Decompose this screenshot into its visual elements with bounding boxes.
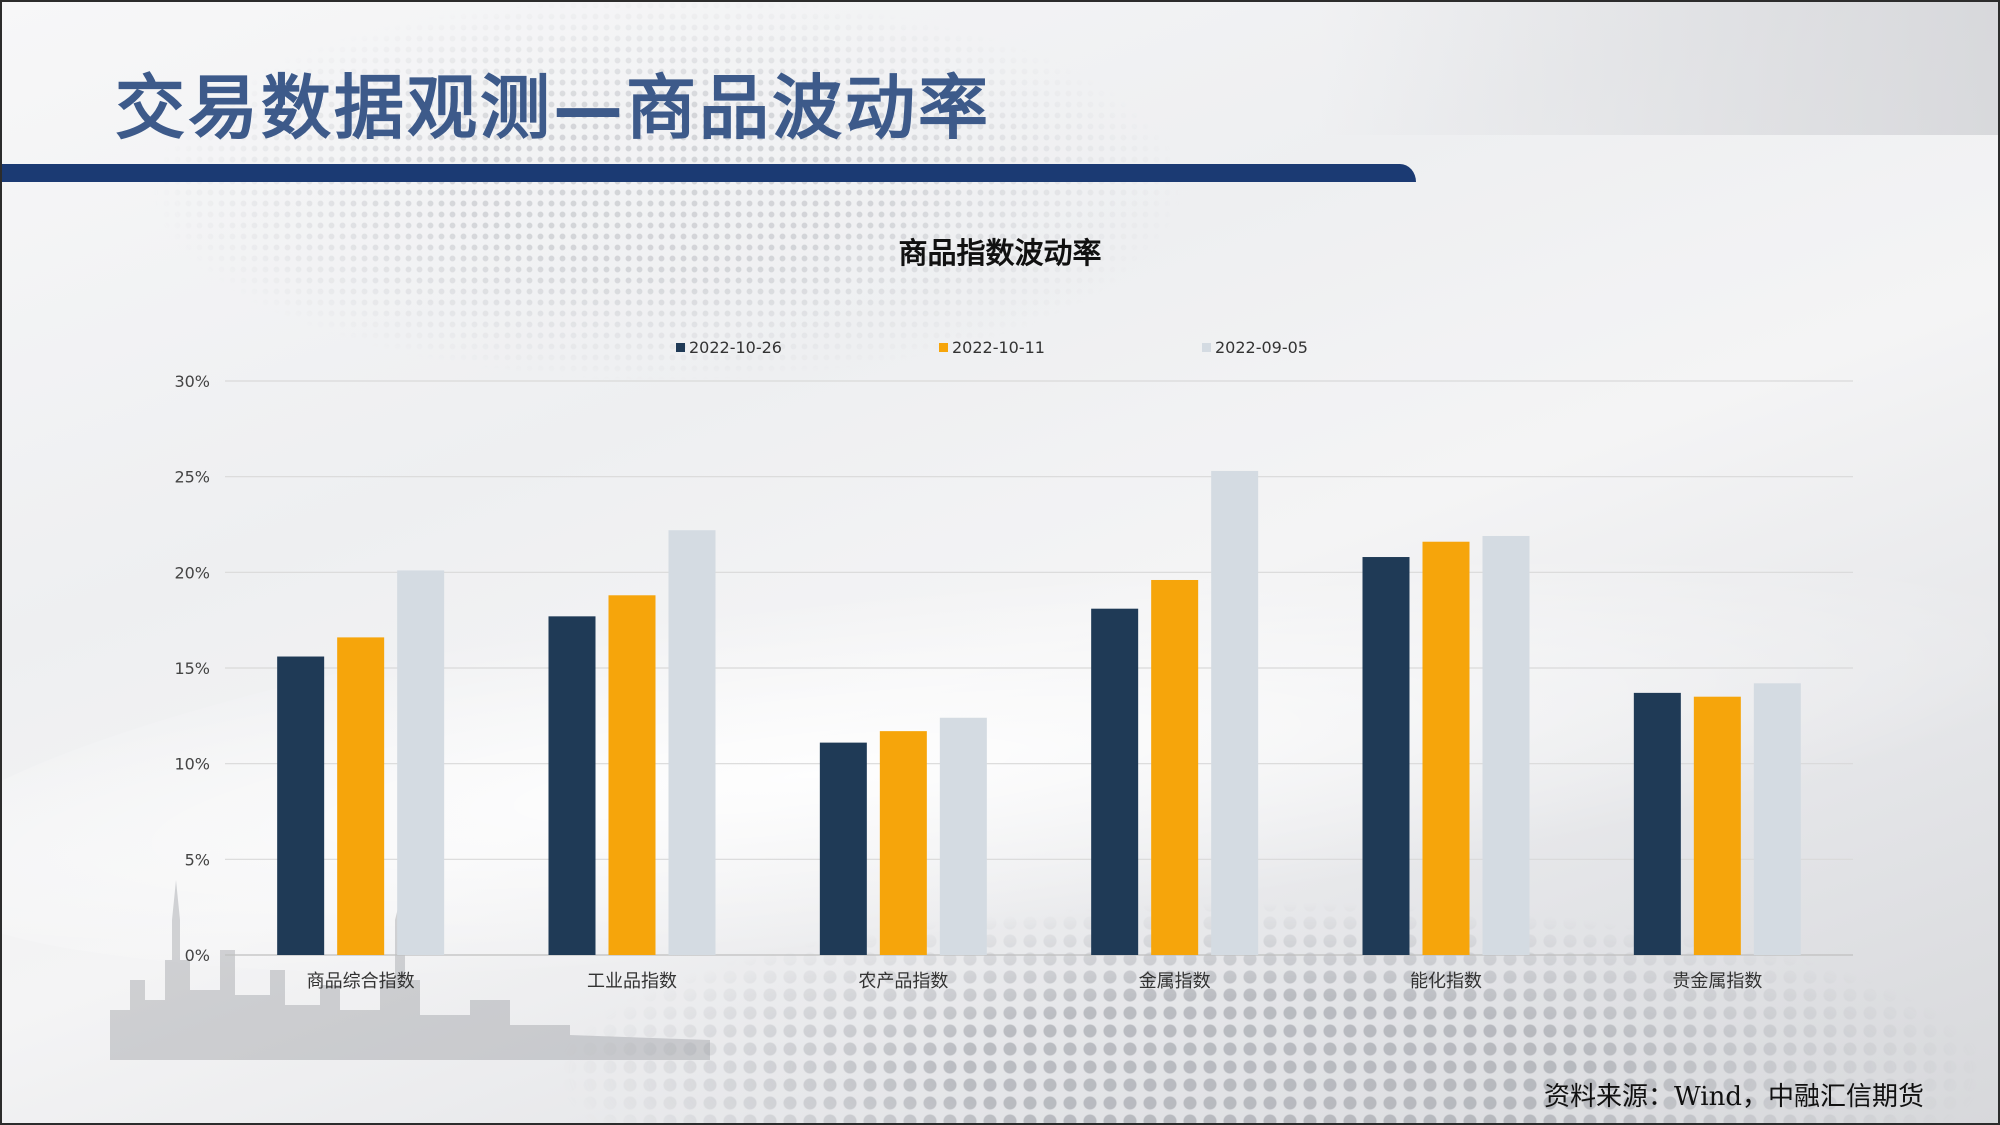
legend-label: 2022-10-11 <box>952 338 1045 357</box>
chart-title: 商品指数波动率 <box>898 236 1102 270</box>
header-bar <box>0 164 1416 182</box>
background-shade <box>1320 0 2000 135</box>
x-tick-label: 农产品指数 <box>858 971 948 992</box>
legend-label: 2022-09-05 <box>1215 338 1308 357</box>
bar <box>1091 608 1139 955</box>
y-tick-label: 0% <box>185 946 210 965</box>
y-tick-label: 15% <box>174 659 210 678</box>
x-tick-label: 能化指数 <box>1410 971 1482 992</box>
world-map-dots <box>150 0 1300 470</box>
x-tick-label: 贵金属指数 <box>1672 971 1762 992</box>
legend-swatch <box>1202 343 1211 352</box>
x-tick-label: 工业品指数 <box>587 971 677 992</box>
bar <box>1362 557 1410 955</box>
y-tick-label: 10% <box>174 755 210 774</box>
legend-label: 2022-10-26 <box>689 338 782 357</box>
bar <box>1422 541 1470 955</box>
bar <box>819 742 867 955</box>
city-skyline-graphic <box>110 880 710 1060</box>
x-tick-label: 商品综合指数 <box>307 971 415 992</box>
bar <box>1211 470 1259 955</box>
source-note: 资料来源：Wind，中融汇信期货 <box>1544 1082 1924 1112</box>
page-title: 交易数据观测—商品波动率 <box>115 67 991 149</box>
legend-item: 2022-09-05 <box>1202 338 1308 357</box>
bar <box>1693 696 1741 955</box>
legend-swatch <box>676 343 685 352</box>
y-tick-label: 25% <box>174 468 210 487</box>
bar <box>939 717 987 955</box>
bar <box>277 656 325 955</box>
bar <box>1151 579 1199 955</box>
legend-item: 2022-10-26 <box>676 338 782 357</box>
legend-swatch <box>939 343 948 352</box>
x-tick-label: 金属指数 <box>1139 971 1211 992</box>
bar <box>337 637 385 955</box>
legend-item: 2022-10-11 <box>939 338 1045 357</box>
chart-legend: 2022-10-26 2022-10-11 2022-09-05 <box>0 338 2000 362</box>
y-tick-label: 5% <box>185 850 210 869</box>
bar <box>1753 683 1801 955</box>
bar <box>1482 535 1530 955</box>
y-tick-label: 20% <box>174 563 210 582</box>
bar <box>548 616 596 955</box>
bar <box>608 595 656 955</box>
bar <box>879 731 927 955</box>
bar <box>668 530 716 955</box>
bar <box>397 570 445 955</box>
y-tick-label: 30% <box>174 372 210 391</box>
bar <box>1633 692 1681 955</box>
